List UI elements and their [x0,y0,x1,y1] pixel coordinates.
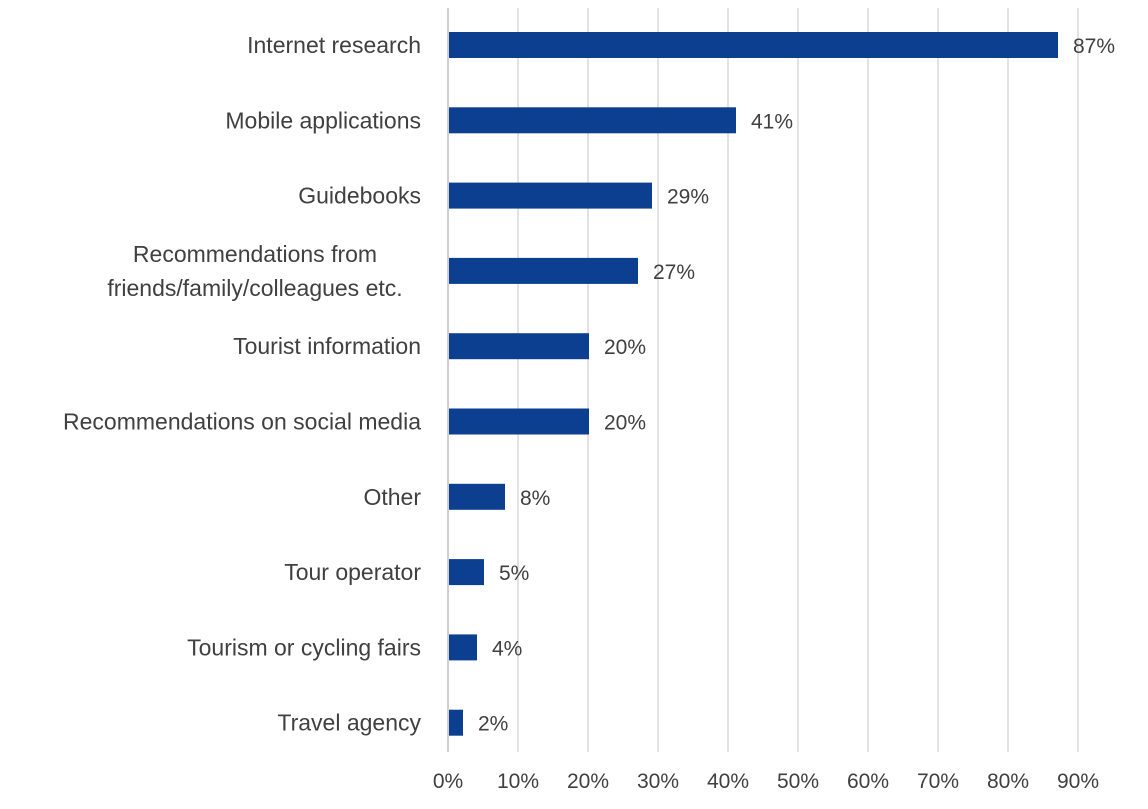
data-label: 2% [478,713,508,736]
x-tick-label: 0% [433,770,463,793]
bars [449,32,1058,736]
data-label: 29% [667,186,709,209]
category-label: Mobile applications [225,107,421,133]
bar [449,333,589,360]
x-tick-label: 30% [637,770,679,793]
data-label: 8% [520,487,550,510]
data-label: 5% [499,562,529,585]
category-label: Internet research [247,32,421,58]
bar [449,559,484,586]
x-tick-label: 70% [917,770,959,793]
bar [449,709,463,736]
category-label: Other [363,484,421,510]
bar [449,32,1058,58]
x-tick-label: 20% [567,770,609,793]
bar [449,107,736,134]
x-tick-label: 40% [707,770,749,793]
bar [449,483,505,510]
data-label: 87% [1073,35,1115,58]
category-label: Tourist information [233,333,421,359]
category-label: Recommendations from [133,241,377,267]
data-label: 4% [492,637,522,660]
category-label: Travel agency [277,710,421,736]
data-label: 27% [653,261,695,284]
x-axis-ticks: 0% 10% 20% 30% 40% 50% 60% 70% 80% 90% [433,770,1099,793]
x-tick-label: 80% [987,770,1029,793]
x-tick-label: 60% [847,770,889,793]
data-label: 20% [604,412,646,435]
category-label: Tour operator [284,559,421,585]
data-label: 20% [604,336,646,359]
category-label: Recommendations on social media [63,409,421,435]
x-tick-label: 90% [1057,770,1099,793]
category-label: Tourism or cycling fairs [187,634,421,660]
bar [449,408,589,435]
value-labels: 87% 41% 29% 27% 20% 20% 8% 5% 4% 2% [478,35,1115,736]
bar [449,257,638,284]
category-label: friends/family/colleagues etc. [107,275,402,301]
bar [449,634,477,661]
category-label: Guidebooks [298,183,421,209]
x-tick-label: 10% [497,770,539,793]
bar [449,182,652,209]
x-tick-label: 50% [777,770,819,793]
category-labels: Internet research Mobile applications Guid… [63,32,421,736]
data-label: 41% [751,110,793,133]
